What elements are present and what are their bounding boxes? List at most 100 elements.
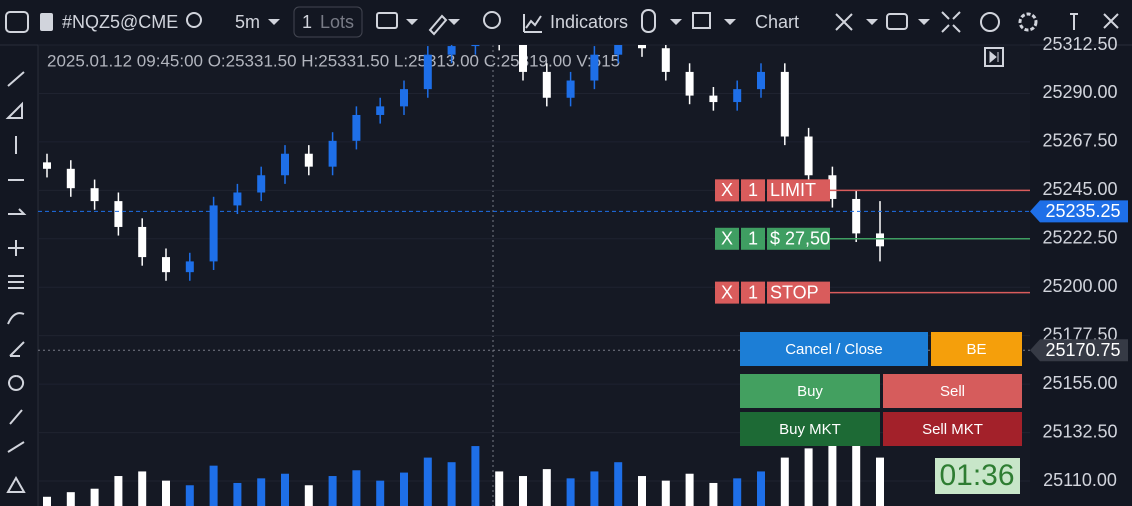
fullscreen-icon[interactable] [941, 11, 961, 33]
interval[interactable]: 5m [235, 12, 260, 32]
quantity[interactable]: 1 [302, 12, 312, 32]
search-icon[interactable] [186, 12, 202, 28]
volume-bar [257, 478, 266, 506]
y-tick-label: 25245.00 [1042, 179, 1117, 199]
draw-icon[interactable] [428, 14, 448, 36]
candle-body [43, 162, 51, 169]
candle-body [281, 153, 289, 176]
candle-body [90, 188, 99, 202]
candle-body [685, 71, 694, 96]
mouse-icon[interactable] [641, 9, 656, 33]
pin-icon[interactable] [1070, 13, 1078, 30]
order-tag-label[interactable]: X [721, 229, 733, 249]
indicators-icon [523, 14, 542, 33]
candle-body [138, 226, 147, 258]
order-icon[interactable] [376, 12, 398, 29]
dropdown[interactable] [406, 19, 460, 25]
candle-body [828, 175, 837, 199]
y-tick-label: 25312.50 [1042, 34, 1117, 54]
y-tick-label: 25222.50 [1042, 228, 1117, 248]
trade-button-label[interactable]: Buy MKT [779, 421, 841, 438]
volume-bar [209, 465, 218, 506]
trade-button[interactable] [883, 412, 1022, 446]
order-tag [741, 179, 765, 202]
volume-bar [614, 462, 623, 506]
candle-body [804, 136, 813, 176]
candle-body [471, 45, 480, 47]
volume-bar [162, 480, 170, 506]
trade-button[interactable] [740, 332, 928, 366]
volume-bar [185, 485, 194, 506]
candle-body [352, 114, 361, 141]
y-tick-label: 25267.50 [1042, 131, 1117, 151]
order-tag-label[interactable]: X [721, 282, 733, 302]
volume-bar [281, 473, 289, 506]
volume-bar [780, 457, 789, 506]
candle-body [852, 198, 861, 234]
trade-button-label[interactable]: Sell MKT [922, 421, 983, 438]
window-icon[interactable] [692, 12, 711, 29]
candle-body [709, 95, 718, 103]
scroll-button[interactable] [984, 47, 1004, 67]
candle-body [114, 201, 123, 227]
trade-button-label[interactable]: Sell [940, 383, 965, 400]
order-tag[interactable] [715, 281, 739, 304]
volume-bar [709, 482, 718, 506]
zoom-icon[interactable] [483, 11, 501, 29]
ohlc-header: 2025.01.12 09:45:00 O:25331.50 H:25331.5… [47, 51, 620, 70]
candle-body [876, 233, 884, 247]
order-tag[interactable] [715, 179, 739, 202]
trade-button-label[interactable]: Buy [797, 383, 823, 400]
lots-box[interactable] [293, 6, 363, 38]
camera-icon[interactable] [886, 13, 908, 30]
trade-button[interactable] [883, 374, 1022, 408]
trade-button-label[interactable]: BE [966, 341, 986, 358]
y-tick-label: 25110.00 [1043, 470, 1117, 490]
volume-bar [542, 469, 551, 506]
volume-bar [804, 448, 813, 506]
settings-icon[interactable] [1018, 12, 1038, 32]
tool-icons[interactable] [5, 71, 27, 493]
trade-button[interactable] [740, 412, 880, 446]
volume-bar [471, 446, 480, 506]
close-icon[interactable] [1103, 13, 1119, 29]
order-tag-label: 1 [748, 180, 758, 200]
candle-body [590, 54, 599, 81]
trade-button[interactable] [931, 332, 1022, 366]
volume-bar [519, 476, 527, 506]
series [43, 45, 884, 506]
volume-bar [590, 471, 599, 506]
candle-body [185, 261, 194, 273]
indicators[interactable]: Indicators [550, 12, 628, 32]
candle-body [209, 205, 218, 262]
order-tag[interactable] [715, 227, 739, 250]
volume-bar [685, 473, 694, 506]
order-tag-label: 1 [748, 282, 758, 302]
compress-icon[interactable] [835, 13, 853, 31]
candle-body [162, 257, 170, 273]
volume-bar [304, 485, 313, 506]
order-tag-label[interactable]: X [721, 180, 733, 200]
volume-bar [138, 471, 147, 506]
dropdown[interactable] [268, 19, 280, 25]
symbol-icon [40, 13, 53, 31]
y-tick-label: 25200.00 [1042, 276, 1117, 296]
trade-button[interactable] [740, 374, 880, 408]
volume-bar [661, 480, 670, 506]
volume-bar [566, 478, 575, 506]
candle-body [66, 168, 75, 189]
volume-bar [400, 472, 408, 506]
last_price-tag [1030, 200, 1128, 223]
volume-bar [638, 476, 646, 506]
drawing-tools [5, 71, 27, 493]
chart-menu[interactable]: Chart [755, 12, 799, 32]
help-icon[interactable] [980, 12, 1000, 32]
plot-area [38, 45, 1030, 506]
crosshair_price-tag [1030, 339, 1128, 362]
volume-bar [423, 457, 432, 506]
symbol[interactable]: #NQZ5@CME [62, 12, 178, 32]
logo[interactable] [5, 11, 29, 33]
candle-body [376, 106, 385, 115]
trade-button-label[interactable]: Cancel / Close [785, 341, 883, 358]
